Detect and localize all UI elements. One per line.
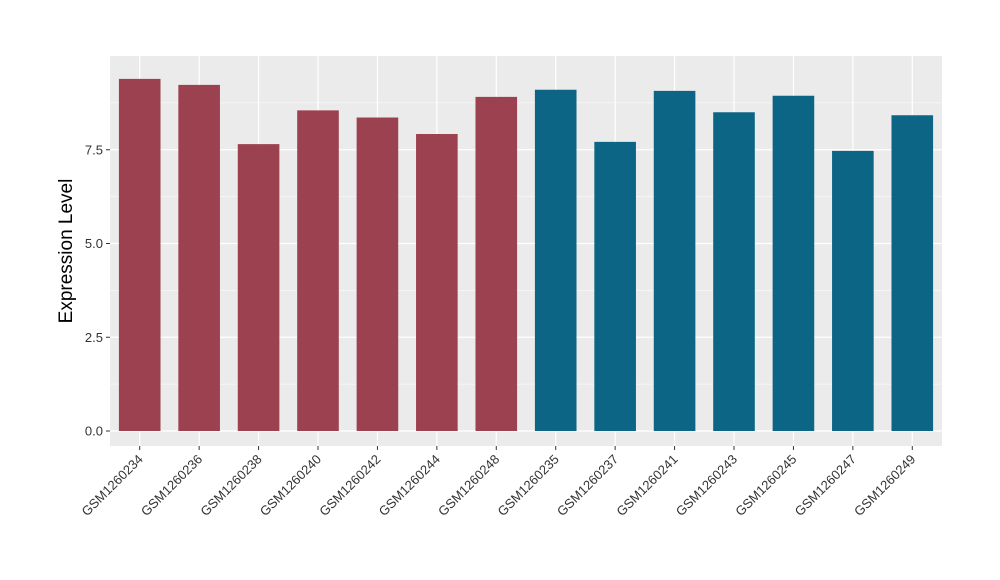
x-tick-label: GSM1260234 — [78, 452, 145, 519]
bar-GSM1260238 — [237, 144, 280, 431]
bar-GSM1260244 — [416, 134, 458, 431]
bar-GSM1260249 — [891, 115, 934, 431]
bar-GSM1260242 — [356, 117, 399, 431]
bar-GSM1260234 — [118, 78, 161, 431]
bar-GSM1260243 — [713, 112, 755, 431]
x-axis: GSM1260234GSM1260236GSM1260238GSM1260240… — [78, 446, 918, 519]
y-tick-label: 2.5 — [85, 330, 103, 345]
x-tick-label: GSM1260235 — [494, 452, 561, 519]
x-tick-label: GSM1260238 — [197, 452, 264, 519]
bar-GSM1260241 — [653, 90, 696, 431]
x-tick-label: GSM1260244 — [376, 452, 443, 519]
bar-GSM1260235 — [534, 89, 577, 431]
bar-GSM1260245 — [772, 95, 815, 431]
bar-GSM1260237 — [594, 141, 636, 431]
y-axis-title: Expression Level — [56, 179, 77, 324]
y-tick-label: 7.5 — [85, 142, 103, 157]
y-tick-label: 0.0 — [85, 424, 103, 439]
y-tick-label: 5.0 — [85, 236, 103, 251]
x-tick-label: GSM1260249 — [851, 452, 918, 519]
x-tick-label: GSM1260242 — [316, 452, 383, 519]
bar-GSM1260248 — [475, 96, 518, 431]
bar-GSM1260240 — [297, 110, 339, 431]
plot-panel — [110, 56, 942, 446]
bar-GSM1260247 — [832, 150, 874, 431]
x-tick-label: GSM1260243 — [673, 452, 740, 519]
bar-GSM1260236 — [178, 84, 220, 431]
x-tick-label: GSM1260241 — [613, 452, 680, 519]
x-tick-label: GSM1260237 — [554, 452, 621, 519]
x-tick-label: GSM1260248 — [435, 452, 502, 519]
x-tick-label: GSM1260236 — [138, 452, 205, 519]
y-axis: 0.0 2.5 5.0 7.5 — [85, 142, 110, 439]
x-tick-label: GSM1260240 — [257, 452, 324, 519]
x-tick-label: GSM1260247 — [792, 452, 859, 519]
x-tick-label: GSM1260245 — [732, 452, 799, 519]
bars — [118, 78, 934, 431]
